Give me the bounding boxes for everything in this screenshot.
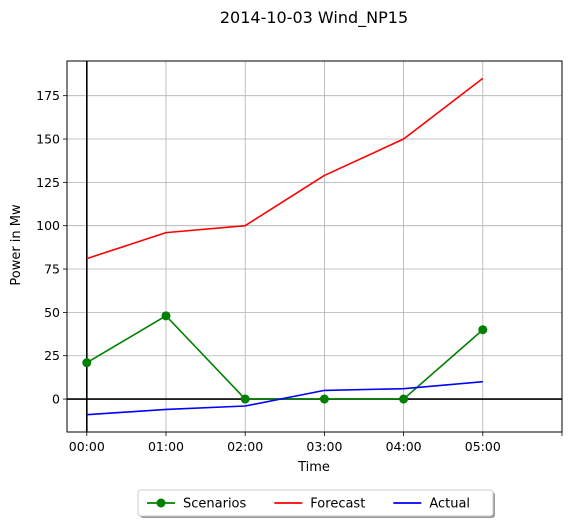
plot-frame [66,60,563,433]
series-point-scenarios [478,325,488,335]
legend-marker-scenarios [156,498,166,508]
y-axis-label: Power in Mw [9,204,24,286]
y-tick-label: 150 [36,132,60,147]
series-line-forecast [86,77,484,260]
zero-reference-lines [67,61,562,432]
x-tick-label: 02:00 [227,439,263,454]
y-tick-label: 175 [36,88,60,103]
series-point-scenarios [399,394,409,404]
series-point-scenarios [240,394,250,404]
y-tick-label: 100 [36,218,60,233]
grid-lines [67,61,562,432]
series-lines [82,77,488,416]
legend-frame [137,489,494,517]
legend-label-scenarios: Scenarios [183,497,247,512]
legend: Scenarios Forecast Actual [137,489,495,518]
legend-label-actual: Actual [429,497,470,512]
legend-label-forecast: Forecast [310,497,365,512]
x-tick-label: 00:00 [69,439,105,454]
x-tick-label: 01:00 [148,439,184,454]
y-axis: 0 25 50 75 100 125 150 175 [36,88,67,407]
x-axis-label: Time [297,460,330,475]
series-point-scenarios [161,311,171,321]
y-tick-label: 50 [44,305,60,320]
x-tick-label: 04:00 [386,439,422,454]
x-tick-label: 03:00 [306,439,342,454]
y-tick-label: 25 [44,348,60,363]
y-tick-label: 0 [52,392,60,407]
chart-title: 2014-10-03 Wind_NP15 [220,8,408,28]
series-line-actual [86,380,483,416]
x-tick-label: 05:00 [465,439,501,454]
y-tick-label: 125 [36,175,60,190]
y-tick-label: 75 [44,262,60,277]
x-axis: 00:00 01:00 02:00 03:00 04:00 05:00 [69,432,563,454]
series-point-scenarios [319,394,329,404]
series-point-scenarios [82,358,92,368]
